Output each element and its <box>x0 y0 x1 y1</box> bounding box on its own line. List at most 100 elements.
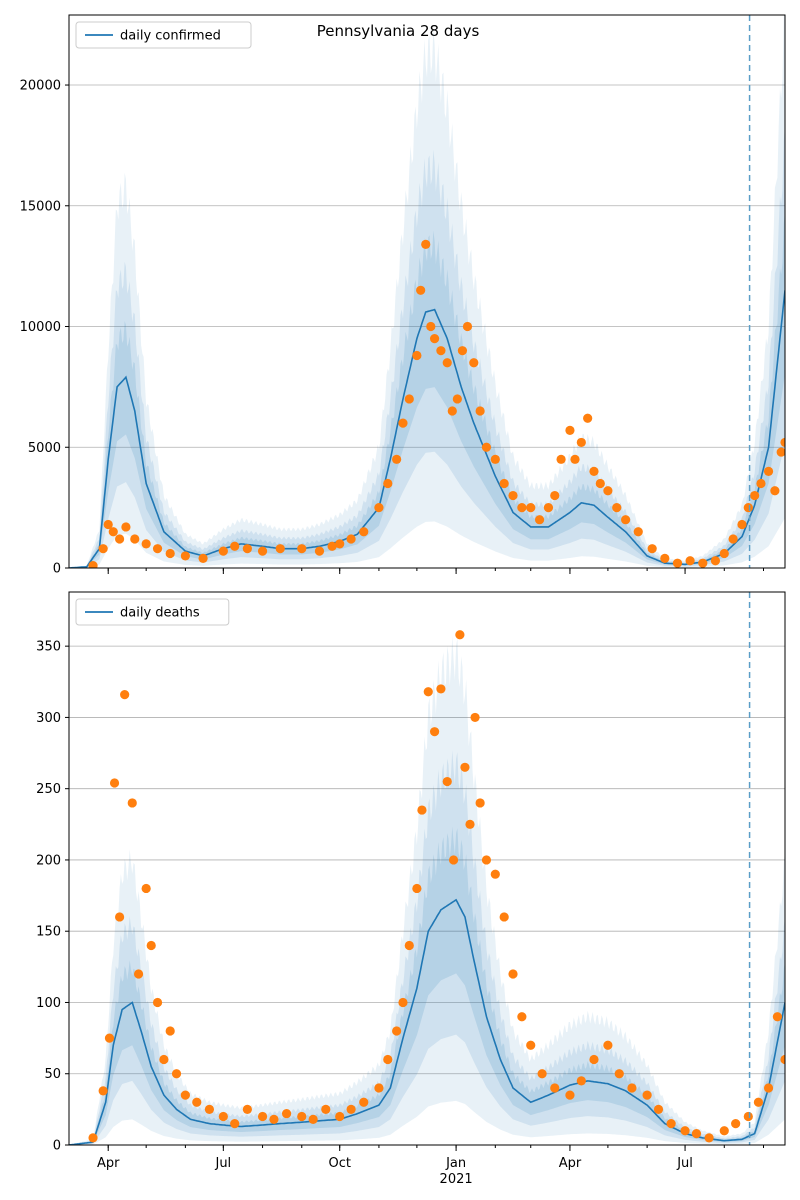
observed-point <box>417 805 427 815</box>
observed-point <box>412 883 422 894</box>
observed-point <box>508 490 518 501</box>
observed-point <box>171 1069 182 1079</box>
observed-point <box>321 1104 331 1114</box>
observed-point <box>460 762 470 772</box>
observed-point <box>780 437 785 448</box>
observed-point <box>257 1111 268 1122</box>
observed-point <box>416 285 426 295</box>
observed-point <box>180 551 190 561</box>
chart-daily-confirmed: 0 5000 10000 15000 20000 daily confirmed <box>20 14 786 577</box>
legend-box <box>75 21 252 49</box>
observed-point <box>776 447 785 457</box>
observed-point <box>452 394 462 404</box>
observed-point <box>98 544 108 554</box>
observed-point <box>728 534 738 544</box>
observed-point <box>603 486 613 496</box>
observed-point <box>374 1083 384 1093</box>
observed-point <box>335 539 345 549</box>
y-tick-label: 50 <box>44 1067 61 1082</box>
observed-point <box>780 1054 785 1065</box>
observed-point <box>475 798 485 808</box>
observed-point <box>146 940 156 951</box>
observed-point <box>152 544 163 554</box>
observed-point <box>763 1083 774 1093</box>
observed-point <box>127 798 137 808</box>
observed-point <box>595 478 605 489</box>
observed-point <box>121 522 131 532</box>
observed-point <box>398 418 408 428</box>
observed-point <box>297 1111 307 1122</box>
observed-point <box>383 478 393 489</box>
observed-point <box>281 1109 292 1119</box>
observed-point <box>583 413 593 423</box>
observed-point <box>192 1097 202 1107</box>
observed-point <box>275 544 285 554</box>
observed-point <box>660 553 670 563</box>
observed-point <box>772 1012 783 1022</box>
observed-point <box>423 687 433 697</box>
observed-point <box>404 394 414 404</box>
observed-point <box>534 515 545 525</box>
observed-point <box>470 712 480 723</box>
observed-point <box>576 1076 586 1086</box>
observed-point <box>442 776 452 787</box>
observed-point <box>404 940 414 951</box>
observed-point <box>589 466 599 477</box>
observed-point <box>550 1083 560 1093</box>
observed-point <box>104 1033 115 1043</box>
observed-point <box>346 534 356 544</box>
observed-point <box>457 346 468 356</box>
observed-point <box>297 544 307 554</box>
observed-point <box>499 478 509 489</box>
observed-point <box>218 1111 228 1122</box>
legend-box <box>75 598 230 626</box>
observed-point <box>543 503 554 513</box>
observed-point <box>526 1040 536 1050</box>
observed-point <box>335 1111 345 1122</box>
axes-frame <box>68 14 786 569</box>
observed-point <box>589 1054 599 1065</box>
observed-point <box>447 406 457 416</box>
observed-point <box>704 1133 714 1143</box>
observed-point <box>242 544 252 554</box>
observed-point <box>133 969 144 979</box>
observed-point <box>180 1090 190 1100</box>
observed-point <box>621 515 631 525</box>
uncertainty-band <box>69 125 785 568</box>
observed-point <box>642 1090 652 1100</box>
observed-point <box>204 1104 215 1114</box>
observed-point <box>130 534 140 544</box>
observed-point <box>763 466 774 477</box>
observed-point <box>314 546 325 556</box>
y-tick-label: 250 <box>36 782 61 797</box>
observed-point <box>614 1069 624 1079</box>
y-tick-label: 100 <box>36 996 61 1011</box>
x-year-label: 2021 <box>440 1172 473 1187</box>
observed-point <box>499 912 509 922</box>
observed-point <box>526 503 536 513</box>
observed-point <box>710 556 721 566</box>
y-tick-label: 0 <box>53 562 61 577</box>
legend-label: daily deaths <box>120 606 200 621</box>
observed-point <box>462 321 473 332</box>
series-line <box>69 290 785 568</box>
observed-point <box>152 997 163 1008</box>
observed-point <box>517 1012 527 1022</box>
observed-point <box>719 548 729 559</box>
observed-point <box>475 406 485 416</box>
observed-point <box>685 556 695 566</box>
uncertainty-band <box>69 750 785 1145</box>
observed-point <box>436 346 446 356</box>
observed-point <box>257 546 268 556</box>
observed-point <box>103 519 113 530</box>
observed-point <box>465 819 475 829</box>
x-tick-label: Jan <box>445 1156 466 1171</box>
x-tick-label: Oct <box>328 1156 350 1171</box>
y-tick-label: 15000 <box>20 199 61 214</box>
observed-point <box>756 478 766 489</box>
legend: daily deaths <box>75 598 230 626</box>
observed-point <box>218 546 228 556</box>
observed-point <box>383 1054 393 1065</box>
series-line <box>69 898 785 1145</box>
